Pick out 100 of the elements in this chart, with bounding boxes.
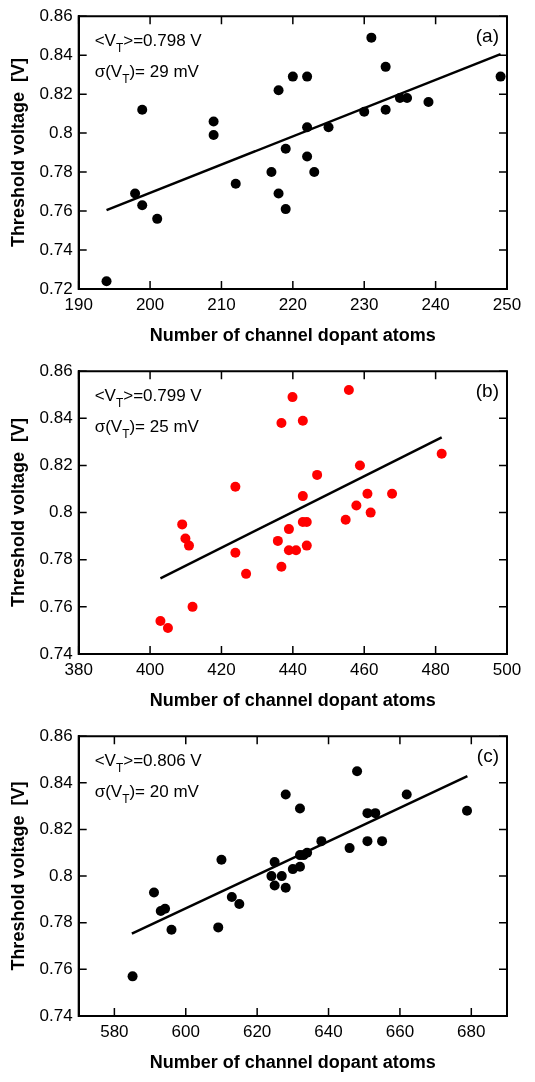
point <box>402 93 413 104</box>
y-tick-label: 0.8 <box>49 502 73 522</box>
x-tick-label: 620 <box>242 1021 272 1041</box>
point <box>276 418 287 429</box>
point <box>302 71 313 82</box>
x-axis-title: Number of channel dopant atoms <box>149 690 436 711</box>
x-tick-label: 400 <box>135 659 165 679</box>
point <box>273 188 284 199</box>
x-tick-label: 680 <box>457 1021 486 1041</box>
y-tick-label: 0.76 <box>39 200 73 220</box>
point <box>362 836 373 847</box>
y-tick-label: 0.86 <box>39 5 73 25</box>
y-axis-title: Threshold voltage [V] <box>7 781 28 971</box>
point <box>287 392 298 403</box>
point <box>280 143 291 154</box>
point <box>423 96 434 107</box>
y-tick-label: 0.74 <box>39 1005 73 1025</box>
point <box>149 887 159 898</box>
point <box>230 481 241 492</box>
y-tick-label: 0.84 <box>39 44 73 64</box>
x-tick-label: 660 <box>385 1021 415 1041</box>
point <box>280 204 291 215</box>
point <box>269 857 280 868</box>
point <box>213 922 224 933</box>
x-tick-label: 420 <box>207 659 236 679</box>
y-tick-label: 0.78 <box>39 161 73 181</box>
y-tick-label: 0.84 <box>39 408 73 428</box>
y-tick-label: 0.84 <box>39 772 73 792</box>
annotation: (c) <box>476 745 499 767</box>
y-tick-label: 0.82 <box>39 455 73 475</box>
y-tick-label: 0.78 <box>39 549 73 569</box>
point <box>359 106 370 117</box>
point <box>162 623 173 634</box>
point <box>302 847 313 858</box>
x-axis-title: Number of channel dopant atoms <box>149 1052 436 1073</box>
point <box>436 448 447 459</box>
point <box>297 491 308 502</box>
point <box>302 151 313 162</box>
point <box>462 805 473 816</box>
x-tick-label: 440 <box>278 659 308 679</box>
point <box>280 789 291 800</box>
point <box>241 568 252 579</box>
point <box>272 535 283 546</box>
point <box>155 616 166 627</box>
point <box>343 385 354 396</box>
point <box>352 766 363 777</box>
point <box>183 540 194 551</box>
x-tick-label: 240 <box>421 294 450 314</box>
point <box>266 167 277 178</box>
point <box>366 32 377 43</box>
point <box>380 104 391 115</box>
x-tick-label: 500 <box>492 659 522 679</box>
point <box>294 861 305 872</box>
point <box>294 803 305 814</box>
y-tick-label: 0.86 <box>39 725 73 745</box>
point <box>316 836 327 847</box>
point <box>351 500 362 511</box>
x-tick-label: 230 <box>350 294 379 314</box>
point <box>302 122 313 133</box>
y-tick-label: 0.82 <box>39 819 73 839</box>
point <box>370 808 381 819</box>
y-axis-title: Threshold voltage [V] <box>7 418 28 608</box>
point <box>226 892 237 903</box>
point <box>401 789 412 800</box>
x-tick-label: 460 <box>350 659 379 679</box>
point <box>230 547 241 558</box>
point <box>208 130 219 141</box>
point <box>276 871 287 882</box>
x-axis-title: Number of channel dopant atoms <box>149 325 436 346</box>
point <box>312 469 323 480</box>
y-tick-label: 0.82 <box>39 83 73 103</box>
y-tick-label: 0.78 <box>39 912 73 932</box>
point <box>380 61 391 72</box>
point <box>309 167 320 178</box>
x-tick-label: 480 <box>421 659 450 679</box>
point <box>301 540 312 551</box>
x-tick-label: 200 <box>135 294 165 314</box>
point <box>323 122 334 133</box>
point <box>137 200 148 211</box>
y-tick-label: 0.74 <box>39 239 73 259</box>
point <box>234 899 245 910</box>
point <box>266 871 277 882</box>
point <box>291 545 302 556</box>
point <box>101 276 112 287</box>
point <box>152 213 163 224</box>
x-tick-label: 210 <box>207 294 236 314</box>
point <box>354 460 365 471</box>
point <box>297 415 308 426</box>
y-tick-label: 0.8 <box>49 865 73 885</box>
y-tick-label: 0.8 <box>49 122 73 142</box>
point <box>340 514 351 525</box>
annotation: (b) <box>475 380 500 402</box>
x-tick-label: 220 <box>278 294 308 314</box>
point <box>280 882 291 893</box>
point <box>283 524 294 535</box>
point <box>230 178 241 189</box>
point <box>160 903 171 914</box>
annotation: (a) <box>475 25 500 47</box>
x-tick-label: 580 <box>100 1021 129 1041</box>
point <box>362 488 373 499</box>
